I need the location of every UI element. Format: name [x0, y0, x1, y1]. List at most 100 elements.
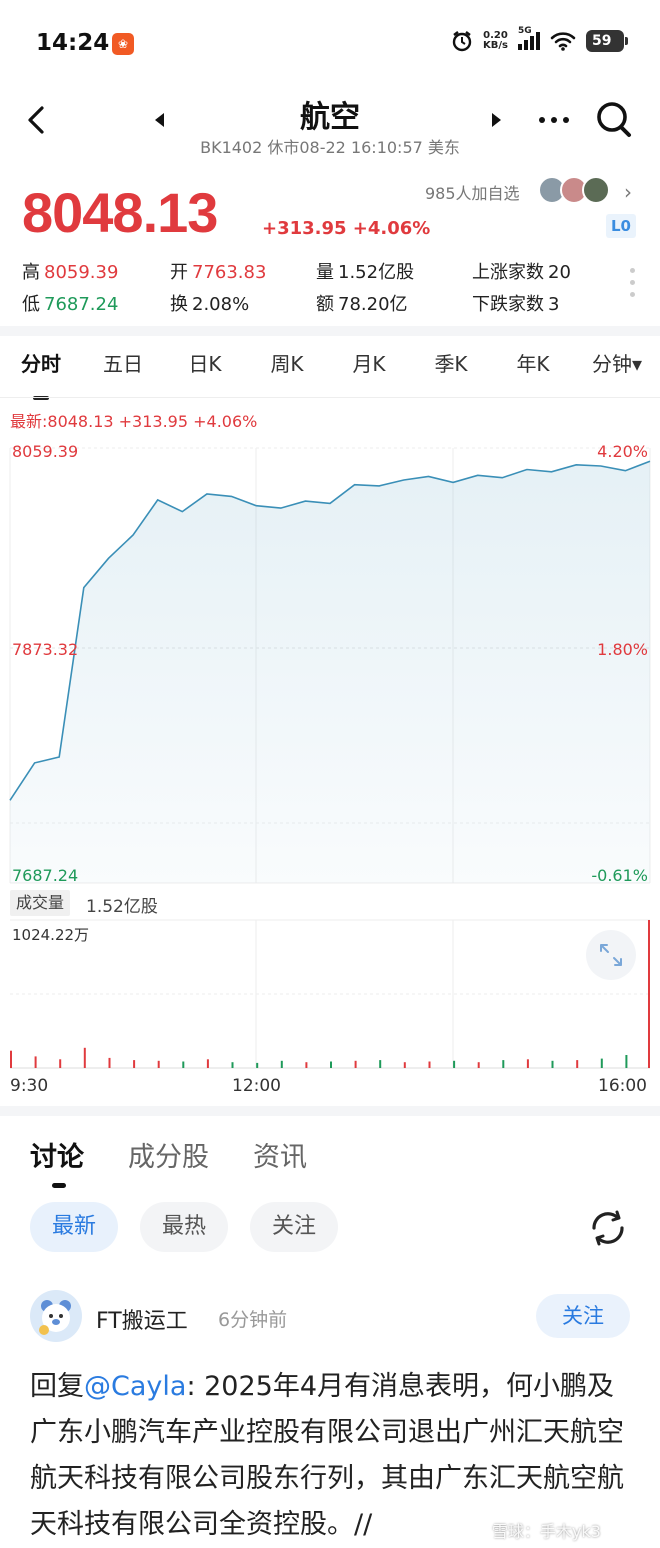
mention-link[interactable]: @Cayla: [84, 1371, 187, 1402]
divider: [0, 326, 660, 336]
next-sector-arrow[interactable]: [492, 113, 501, 127]
search-icon[interactable]: [594, 98, 634, 142]
stat-high: 高 8059.39: [22, 262, 119, 283]
pct-high-label: 4.20%: [597, 442, 648, 461]
wifi-icon: [550, 32, 576, 51]
app-notification-icon: ❀: [112, 33, 134, 55]
discussion-filters: 最新 最热 关注: [30, 1202, 339, 1252]
price-line: [9, 460, 651, 801]
chart-period-tabs: 分时 五日 日K 周K 月K 季K 年K 分钟▾: [0, 348, 660, 400]
chevron-right-icon[interactable]: ›: [624, 180, 632, 204]
tab-weekly-k[interactable]: 周K: [270, 352, 304, 376]
tab-discussion[interactable]: 讨论: [30, 1135, 84, 1188]
expand-icon: [600, 944, 622, 966]
volume-max-label: 1024.22万: [12, 926, 90, 944]
stat-turnover: 换 2.08%: [170, 294, 250, 315]
discussion-tabs: 讨论 成分股 资讯: [30, 1135, 307, 1188]
post-author[interactable]: FT搬运工: [96, 1309, 188, 1334]
volume-bar: [600, 1058, 603, 1068]
volume-bar: [477, 1062, 480, 1068]
post-time: 6分钟前: [218, 1309, 288, 1331]
previous-sector-arrow[interactable]: [155, 113, 164, 127]
volume-badge: 成交量: [10, 890, 71, 916]
refresh-icon[interactable]: [586, 1206, 630, 1250]
time-label-close: 16:00: [598, 1076, 647, 1096]
watermark: 雪球：手木yk3: [492, 1522, 601, 1541]
volume-bar: [231, 1062, 234, 1068]
volume-bar: [502, 1060, 505, 1068]
latest-quote-line: 最新:8048.13 +313.95 +4.06%: [10, 412, 258, 431]
volume-bar: [648, 920, 650, 1068]
tab-five-day[interactable]: 五日: [103, 352, 143, 376]
volume-bar: [157, 1060, 160, 1068]
price-change: +313.95 +4.06%: [262, 218, 431, 239]
tab-yearly-k[interactable]: 年K: [516, 352, 550, 376]
avatar: [582, 176, 610, 204]
page-subtitle: BK1402 休市08-22 16:10:57 美东: [200, 138, 460, 157]
tab-components[interactable]: 成分股: [128, 1142, 209, 1173]
volume-bar: [10, 1050, 12, 1068]
volume-bar: [354, 1060, 357, 1068]
volume-bar: [551, 1060, 554, 1068]
post-text: : 2025年4月有消息表明，何小鹏及广东小鹏汽车产业控股有限公司退出广州汇天航…: [30, 1371, 624, 1540]
bear-avatar-icon: [39, 1300, 71, 1335]
volume-bar: [526, 1059, 529, 1068]
cellular-signal-icon: 5G: [518, 26, 540, 50]
stat-low: 低 7687.24: [22, 294, 119, 315]
back-button[interactable]: [18, 100, 58, 140]
volume-bar: [330, 1061, 332, 1068]
volume-bar: [403, 1062, 406, 1068]
volume-bar: [206, 1059, 209, 1068]
stat-open: 开 7763.83: [170, 262, 267, 283]
price-high-label: 8059.39: [12, 442, 78, 461]
divider: [0, 397, 660, 398]
stat-decliners: 下跌家数 3: [472, 294, 560, 315]
pct-mid-label: 1.80%: [597, 640, 648, 659]
more-options-icon[interactable]: [536, 108, 572, 132]
volume-bar: [576, 1060, 579, 1068]
tab-daily-k[interactable]: 日K: [188, 352, 222, 376]
page-title: 航空: [300, 100, 360, 135]
follow-button[interactable]: 关注: [536, 1294, 630, 1338]
post-body[interactable]: 回复@Cayla: 2025年4月有消息表明，何小鹏及广东小鹏汽车产业控股有限公…: [30, 1364, 630, 1548]
volume-bar: [280, 1060, 283, 1068]
volume-bar: [182, 1061, 185, 1068]
volume-chart[interactable]: [0, 918, 660, 1070]
filter-following[interactable]: 关注: [250, 1202, 339, 1252]
filter-latest[interactable]: 最新: [30, 1202, 119, 1252]
current-price: 8048.13: [22, 181, 218, 244]
volume-bar: [256, 1062, 259, 1068]
tab-intraday[interactable]: 分时: [0, 348, 82, 400]
expand-stats-handle[interactable]: [630, 268, 636, 304]
watchlist-count[interactable]: 985人加自选: [425, 184, 520, 203]
intraday-price-chart[interactable]: 8059.39 7873.32 7687.24 4.20% 1.80% -0.6…: [0, 438, 660, 886]
volume-bar: [428, 1061, 431, 1068]
volume-bars: [10, 920, 650, 1068]
divider: [0, 1106, 660, 1116]
pct-low-label: -0.61%: [591, 866, 648, 885]
level-badge[interactable]: L0: [606, 214, 636, 238]
tab-monthly-k[interactable]: 月K: [352, 352, 386, 376]
filter-hot[interactable]: 最热: [140, 1202, 229, 1252]
watcher-avatars[interactable]: [538, 176, 610, 204]
volume-bar: [379, 1060, 382, 1068]
tab-news[interactable]: 资讯: [253, 1142, 307, 1173]
volume-total: 1.52亿股: [86, 897, 158, 917]
avatar[interactable]: [30, 1290, 82, 1342]
tab-minute-dropdown[interactable]: 分钟▾: [591, 352, 643, 376]
tab-quarterly-k[interactable]: 季K: [434, 352, 468, 376]
volume-bar: [83, 1047, 86, 1068]
volume-bar: [59, 1059, 62, 1068]
volume-bar: [453, 1060, 456, 1068]
volume-bar: [133, 1060, 136, 1068]
time-label-mid: 12:00: [232, 1076, 281, 1096]
expand-chart-button[interactable]: [586, 930, 636, 980]
alarm-icon: [452, 31, 472, 52]
price-low-label: 7687.24: [12, 866, 78, 885]
status-indicators: 0.20 KB/s 5G 59: [451, 26, 628, 52]
volume-bar: [305, 1062, 308, 1068]
time-label-open: 9:30: [10, 1076, 49, 1096]
reply-prefix: 回复: [30, 1371, 84, 1402]
battery-indicator: 59: [586, 30, 628, 52]
volume-bar: [108, 1057, 111, 1068]
